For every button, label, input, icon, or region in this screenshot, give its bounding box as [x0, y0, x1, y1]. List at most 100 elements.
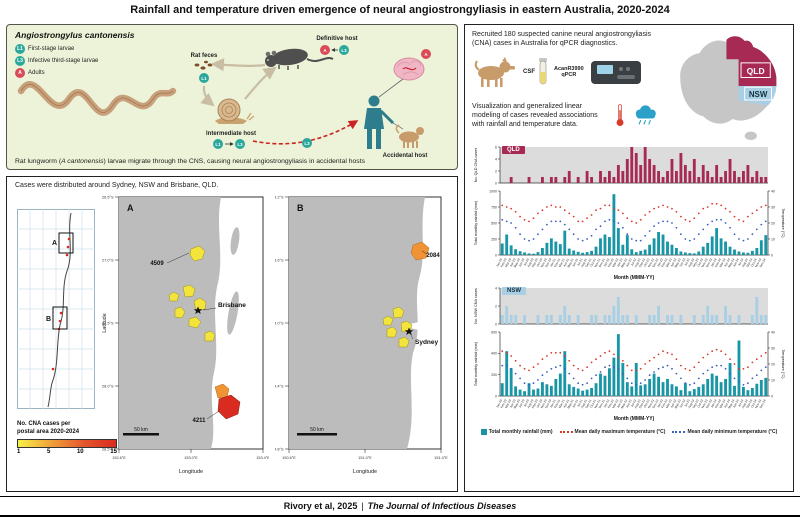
svg-text:Apr-22: Apr-22 — [616, 257, 624, 267]
svg-text:Aug-20: Aug-20 — [526, 398, 534, 409]
svg-text:150.6°E: 150.6°E — [282, 456, 296, 460]
svg-text:Nov-20: Nov-20 — [540, 257, 548, 268]
map-b-lat-ticks: 33.2°S 33.6°S 34.0°S 34.4°S 34.8°S — [275, 196, 289, 452]
svg-text:34.4°S: 34.4°S — [275, 385, 284, 389]
svg-text:Jul-24: Jul-24 — [737, 257, 745, 266]
svg-text:May-24: May-24 — [727, 257, 735, 268]
svg-text:Apr-23: Apr-23 — [670, 257, 678, 267]
svg-text:May-24: May-24 — [727, 398, 735, 409]
arrow-snail-to-rat — [244, 66, 277, 100]
thermometer-icon — [617, 104, 624, 127]
rat-feces-label: Rat feces — [191, 53, 218, 59]
diagnostics-icons: CSF AcanR3990 qPCR — [472, 52, 658, 92]
legend-label: First-stage larvae — [28, 46, 75, 52]
scalebar-a-label: 50 km — [134, 427, 148, 433]
svg-text:Feb-23: Feb-23 — [660, 257, 668, 268]
svg-text:0: 0 — [495, 253, 497, 257]
svg-text:152.6°E: 152.6°E — [112, 456, 126, 460]
svg-text:Jan-21: Jan-21 — [549, 398, 557, 408]
svg-text:28.5°S: 28.5°S — [102, 448, 114, 452]
svg-text:33.2°S: 33.2°S — [275, 196, 284, 200]
scalebar-a — [123, 433, 159, 436]
figure-title: Rainfall and temperature driven emergenc… — [130, 4, 670, 16]
snail-icon — [215, 98, 255, 124]
svg-text:Oct-22: Oct-22 — [643, 257, 651, 267]
latitude-axis-label: Latitude — [102, 313, 108, 333]
svg-text:Jul-24: Jul-24 — [737, 398, 745, 407]
svg-text:Mar-24: Mar-24 — [718, 398, 726, 409]
rat-icon — [265, 48, 334, 70]
lifecycle-illustration: Rat feces L1 Intermediate host — [17, 36, 431, 159]
accidental-host-label: Accidental host — [383, 153, 428, 159]
svg-text:Nov-23: Nov-23 — [701, 398, 709, 409]
svg-text:Mar-22: Mar-22 — [611, 398, 619, 409]
svg-text:Oct-22: Oct-22 — [643, 398, 651, 408]
svg-text:Jul-23: Jul-23 — [683, 257, 691, 266]
svg-text:Oct-21: Oct-21 — [589, 257, 597, 267]
svg-text:Aug-22: Aug-22 — [634, 257, 642, 268]
svg-text:Month (MMM-YY): Month (MMM-YY) — [614, 416, 655, 422]
svg-text:Nov-22: Nov-22 — [647, 257, 655, 268]
svg-text:Apr-24: Apr-24 — [723, 257, 731, 267]
feces-icon — [194, 60, 213, 70]
svg-text:Apr-23: Apr-23 — [670, 398, 678, 408]
person-icon — [364, 95, 395, 149]
svg-text:A: A — [323, 48, 327, 53]
svg-text:Jun-24: Jun-24 — [732, 398, 740, 408]
svg-text:Apr-20: Apr-20 — [509, 257, 517, 267]
svg-text:27.5°S: 27.5°S — [102, 322, 114, 326]
svg-text:153.0°E: 153.0°E — [184, 456, 198, 460]
arrow-feces-to-snail — [200, 85, 215, 107]
svg-text:0: 0 — [495, 322, 497, 326]
svg-text:Aug-23: Aug-23 — [687, 398, 695, 409]
pet-dog-icon — [395, 124, 424, 148]
svg-text:0: 0 — [495, 394, 497, 398]
svg-text:Jul-22: Jul-22 — [630, 398, 638, 407]
legend-tmax: Mean daily maximum temperature (°C) — [559, 429, 665, 435]
postal-areas-yellow — [382, 306, 413, 348]
svg-text:Feb-24: Feb-24 — [714, 398, 722, 409]
legend-rainfall: Total monthly rainfall (mm) — [480, 429, 553, 435]
qpcr-assay-label: AcanR3990 qPCR — [554, 65, 584, 79]
svg-text:Feb-23: Feb-23 — [660, 398, 668, 409]
adult-badge-icon: A — [15, 68, 25, 78]
svg-text:Sep-22: Sep-22 — [638, 398, 646, 409]
color-gradient-bar — [17, 439, 117, 448]
scalebar-b-label: 50 km — [310, 427, 324, 433]
svg-text:Feb-24: Feb-24 — [714, 257, 722, 268]
svg-text:Mar-24: Mar-24 — [718, 257, 726, 268]
map-sydney: B 2084 Sydney 50 km 33.2°S 33.6°S 34.0°S 34… — [275, 196, 448, 475]
study-panel: Recruited 180 suspected canine neural an… — [464, 24, 794, 492]
svg-text:10: 10 — [771, 378, 775, 382]
inset-b-label: B — [46, 316, 51, 323]
svg-text:Sep-20: Sep-20 — [531, 257, 539, 268]
svg-text:Sep-23: Sep-23 — [692, 257, 700, 268]
modeling-text: Visualization and generalized linear mod… — [472, 102, 598, 128]
svg-text:Jan-24: Jan-24 — [710, 257, 718, 267]
charts-block: QLD 0 2 4 6 No. QLD CNA cases 0 250 500 750 1000… — [472, 144, 786, 438]
svg-text:34.8°S: 34.8°S — [275, 448, 284, 452]
svg-text:Nov-21: Nov-21 — [593, 257, 601, 268]
adult-badge-brain: A — [421, 49, 431, 59]
svg-text:750: 750 — [491, 205, 497, 209]
svg-text:Oct-24: Oct-24 — [750, 398, 758, 408]
svg-text:Oct-24: Oct-24 — [750, 257, 758, 267]
brain-icon — [393, 57, 425, 81]
recruitment-text: Recruited 180 suspected canine neural an… — [472, 31, 651, 48]
svg-text:Aug-24: Aug-24 — [741, 257, 749, 268]
svg-text:4: 4 — [495, 157, 497, 161]
svg-text:Apr-21: Apr-21 — [562, 398, 570, 408]
intermediate-host-label: Intermediate host — [206, 131, 256, 137]
map-b-lon-ticks: 150.6°E 151.0°E 151.4°E — [282, 449, 448, 460]
brisbane-label: Brisbane — [218, 302, 246, 309]
l1-badge-feces: L1 — [199, 73, 209, 83]
maps-caption: Cases were distributed around Sydney, NS… — [15, 182, 219, 189]
svg-text:L1: L1 — [201, 76, 207, 81]
svg-text:250: 250 — [491, 237, 497, 241]
svg-text:Dec-20: Dec-20 — [544, 398, 552, 409]
svg-text:6: 6 — [495, 145, 497, 149]
longitude-axis-label: Longitude — [179, 469, 203, 475]
svg-text:Sep-23: Sep-23 — [692, 398, 700, 409]
svg-text:Sep-21: Sep-21 — [584, 257, 592, 268]
svg-text:Feb-21: Feb-21 — [553, 257, 561, 268]
